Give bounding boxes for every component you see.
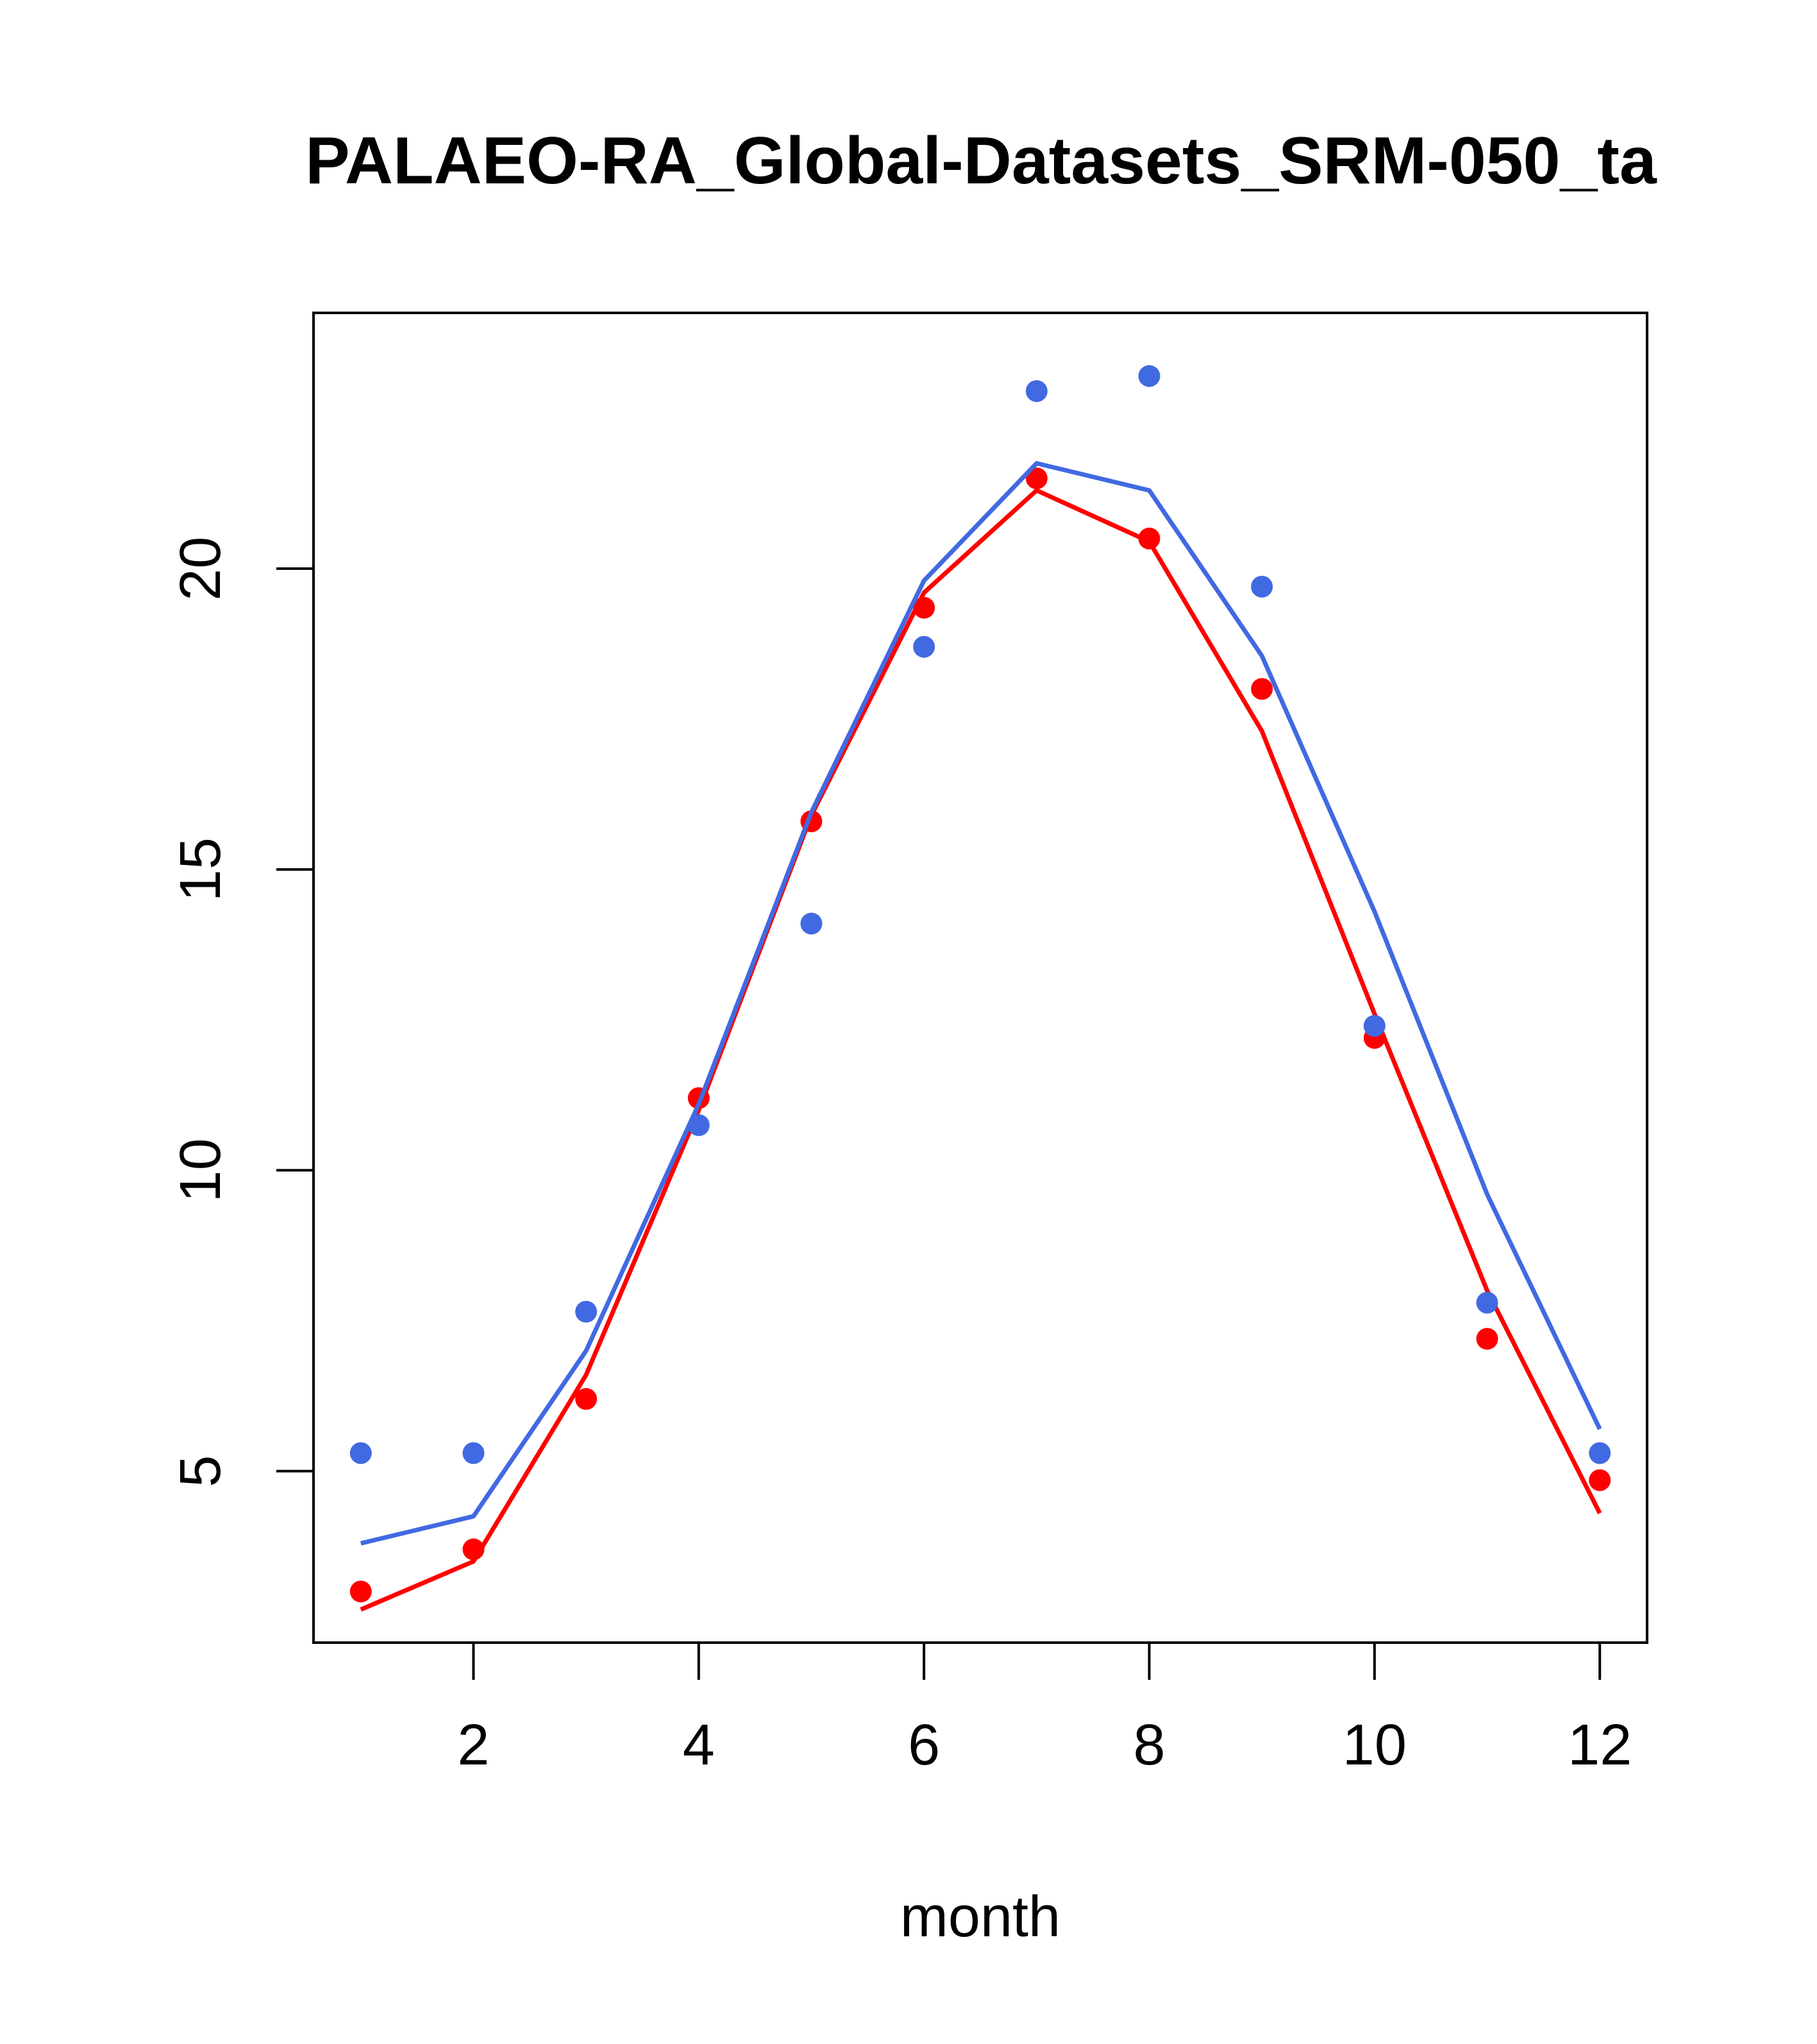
x-tick-label: 10: [1343, 1713, 1407, 1777]
y-tick-label: 10: [169, 1138, 233, 1202]
data-point-red: [1251, 678, 1273, 700]
data-point-blue: [462, 1442, 485, 1464]
series-line-red: [360, 488, 1602, 1612]
x-axis-label: month: [900, 1885, 1060, 1949]
data-point-red: [462, 1538, 485, 1561]
series-blue: [349, 365, 1611, 1546]
x-tick-label: 2: [457, 1713, 489, 1777]
data-point-red: [575, 1387, 598, 1410]
series-red: [349, 467, 1611, 1612]
y-axis: 5 10 15 20: [169, 537, 315, 1487]
data-point-red: [349, 1580, 372, 1603]
data-point-blue: [800, 912, 823, 935]
x-tick-label: 4: [683, 1713, 715, 1777]
plot-frame: [312, 312, 1648, 1644]
data-point-red: [1025, 467, 1048, 490]
data-point-red: [1138, 527, 1160, 549]
chart-title: PALAEO-RA_Global-Datasets_SRM-050_ta: [305, 124, 1657, 198]
data-point-red: [913, 596, 935, 619]
series-layer: [349, 365, 1611, 1612]
data-point-blue: [1476, 1291, 1498, 1314]
data-point-blue: [1251, 576, 1273, 598]
y-tick-label: 5: [169, 1455, 233, 1487]
y-tick-label: 20: [169, 537, 233, 601]
data-point-blue: [1138, 365, 1160, 387]
x-axis: 2 4 6 8 10 12: [457, 1641, 1632, 1777]
data-point-blue: [349, 1442, 372, 1464]
data-point-blue: [1025, 380, 1048, 402]
data-point-blue: [1363, 1015, 1386, 1037]
x-tick-label: 6: [908, 1713, 940, 1777]
data-point-blue: [687, 1114, 710, 1136]
x-tick-label: 12: [1568, 1713, 1632, 1777]
series-line-blue: [360, 461, 1602, 1546]
data-point-red: [1476, 1328, 1498, 1350]
data-point-blue: [1589, 1442, 1611, 1464]
x-tick-label: 8: [1133, 1713, 1165, 1777]
data-point-blue: [575, 1300, 598, 1323]
y-tick-label: 15: [169, 837, 233, 901]
data-point-blue: [913, 635, 935, 658]
data-point-red: [1589, 1469, 1611, 1491]
